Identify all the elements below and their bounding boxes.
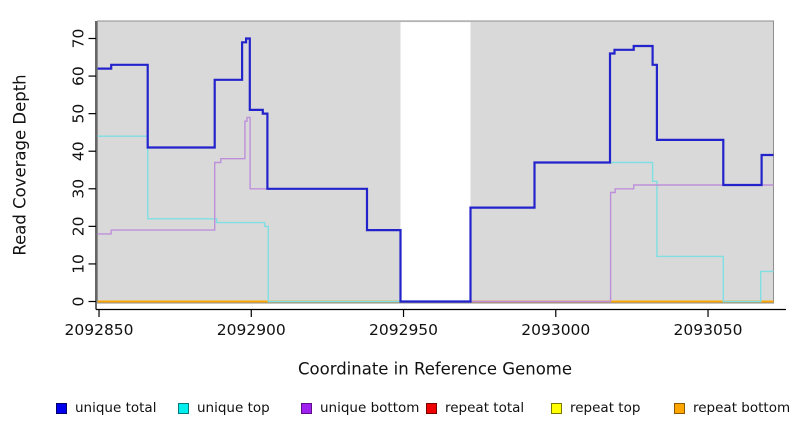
- legend-label: repeat total: [445, 400, 525, 416]
- legend-item-repeat-total: repeat total: [426, 398, 524, 418]
- legend-label: repeat bottom: [693, 400, 791, 416]
- legend-item-unique-total: unique total: [56, 398, 156, 418]
- legend-item-repeat-top: repeat top: [551, 398, 640, 418]
- legend-swatch-icon: [56, 402, 67, 414]
- x-axis-title: Coordinate in Reference Genome: [297, 359, 573, 379]
- x-tick-label: 2092850: [65, 321, 134, 339]
- legend-label: unique bottom: [320, 400, 420, 416]
- legend-item-repeat-bottom: repeat bottom: [674, 398, 790, 418]
- y-tick-label: 60: [69, 66, 87, 86]
- legend-label: unique top: [197, 400, 270, 416]
- legend-swatch-icon: [426, 402, 437, 414]
- legend-label: repeat top: [570, 400, 641, 416]
- y-tick-label: 50: [69, 104, 87, 124]
- y-tick-label: 0: [69, 297, 87, 307]
- y-tick-label: 20: [69, 216, 87, 236]
- y-tick-label: 30: [69, 179, 87, 199]
- series-unique-bottom-line: [97, 116, 774, 303]
- legend-item-unique-top: unique top: [178, 398, 270, 418]
- x-tick-label: 2093050: [674, 321, 743, 339]
- legend-item-unique-bottom: unique bottom: [301, 398, 419, 418]
- legend: unique total unique top unique bottom repea…: [0, 398, 792, 422]
- y-tick-label: 10: [69, 254, 87, 274]
- x-tick-label: 2093000: [521, 321, 590, 339]
- legend-swatch-icon: [301, 402, 312, 414]
- y-axis-title: Read Coverage Depth: [10, 74, 30, 256]
- y-tick-label: 70: [69, 29, 87, 49]
- legend-swatch-icon: [551, 402, 562, 414]
- legend-label: unique total: [75, 400, 157, 416]
- legend-swatch-icon: [674, 402, 685, 414]
- series-unique-total-line: [97, 37, 774, 303]
- legend-swatch-icon: [178, 402, 189, 414]
- y-tick-label: 40: [69, 141, 87, 161]
- x-tick-label: 2092900: [217, 321, 286, 339]
- x-tick-label: 2092950: [369, 321, 438, 339]
- coverage-gap-band: [400, 22, 471, 303]
